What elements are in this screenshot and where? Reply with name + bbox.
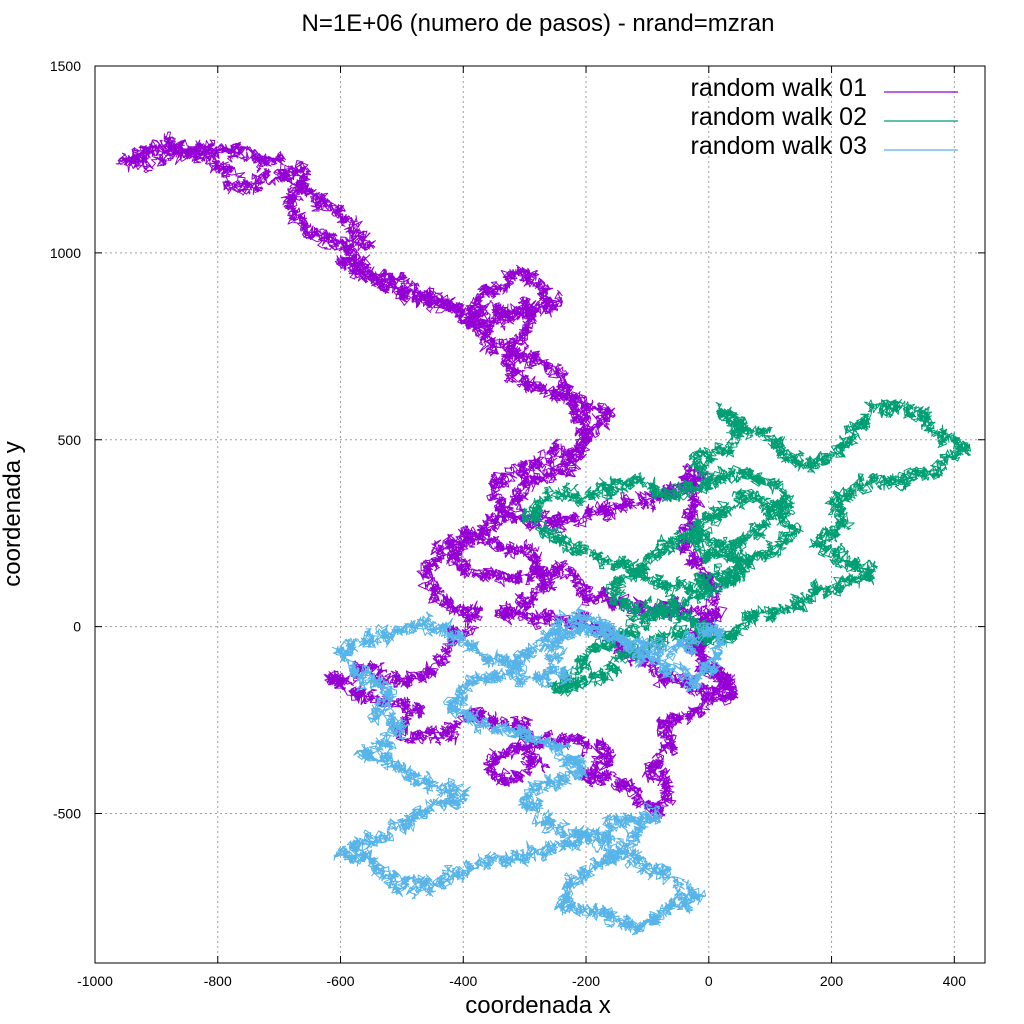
plot-frame [94,65,986,964]
series-line-3 [331,604,728,936]
x-tick-label: -1000 [77,973,113,989]
x-tick-label: 400 [943,973,967,989]
x-tick-label: -800 [204,973,232,989]
y-tick-label: 0 [73,619,81,635]
y-axis-title: coordenada y [0,441,26,586]
plot-area [115,131,971,936]
y-tick-label: 1000 [50,245,81,261]
y-tick-label: 1500 [50,58,81,74]
legend-label-2: random walk 02 [691,103,867,131]
legend-label-1: random walk 01 [691,74,867,102]
x-tick-label: -200 [572,973,600,989]
x-axis-title: coordenada x [465,992,610,1019]
x-tick-label: -600 [327,973,355,989]
chart-title: N=1E+06 (numero de pasos) - nrand=mzran [302,10,775,37]
series-line-2 [520,399,971,697]
x-tick-label: -400 [449,973,477,989]
x-tick-label: 0 [705,973,713,989]
y-tick-label: 500 [58,432,82,448]
series-line-1 [115,131,739,819]
legend-label-3: random walk 03 [691,132,867,160]
y-tick-label: -500 [53,806,81,822]
axis-ticks: -1000 -800 -600 -400 -200 0 200 400 -500 0 500 1000… [50,58,985,989]
x-tick-label: 200 [820,973,844,989]
